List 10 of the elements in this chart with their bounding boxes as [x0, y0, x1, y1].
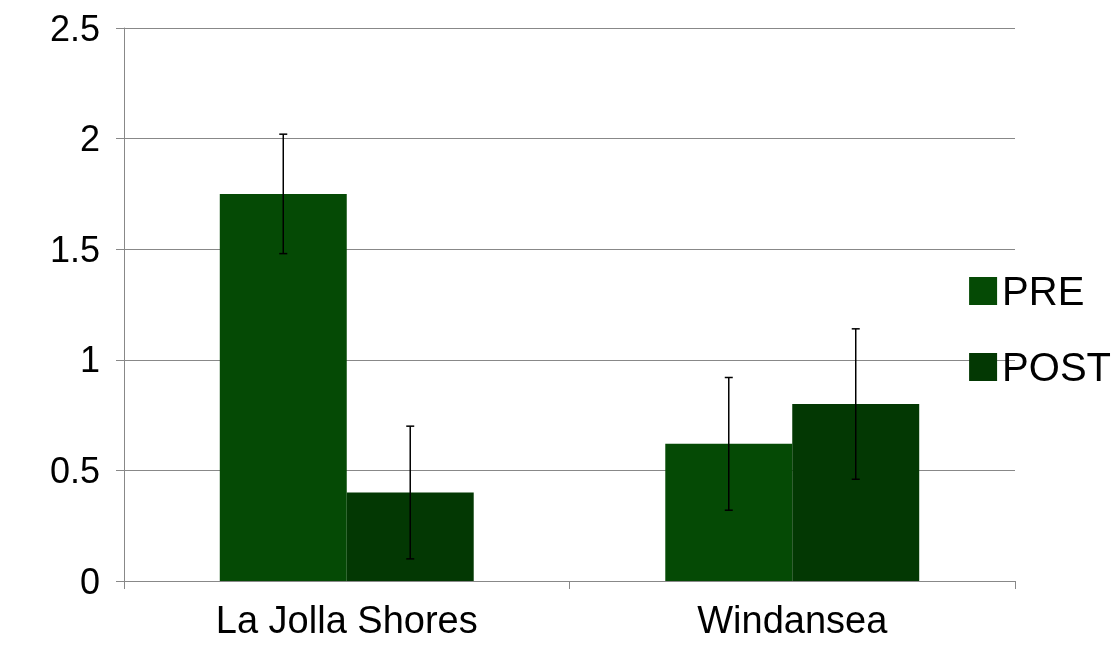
y-tick-label: 1.5: [49, 228, 100, 270]
legend-label: POST: [1002, 345, 1111, 389]
x-tick-label: La Jolla Shores: [215, 599, 478, 641]
y-tick-label: 2.5: [49, 7, 100, 49]
y-tick-label: 1: [79, 339, 100, 381]
y-tick-label: 2: [79, 118, 100, 160]
legend-label: PRE: [1002, 269, 1085, 313]
y-tick-label: 0: [79, 560, 100, 602]
y-tick-label: 0.5: [49, 449, 100, 491]
x-tick-label: Windansea: [697, 599, 889, 641]
